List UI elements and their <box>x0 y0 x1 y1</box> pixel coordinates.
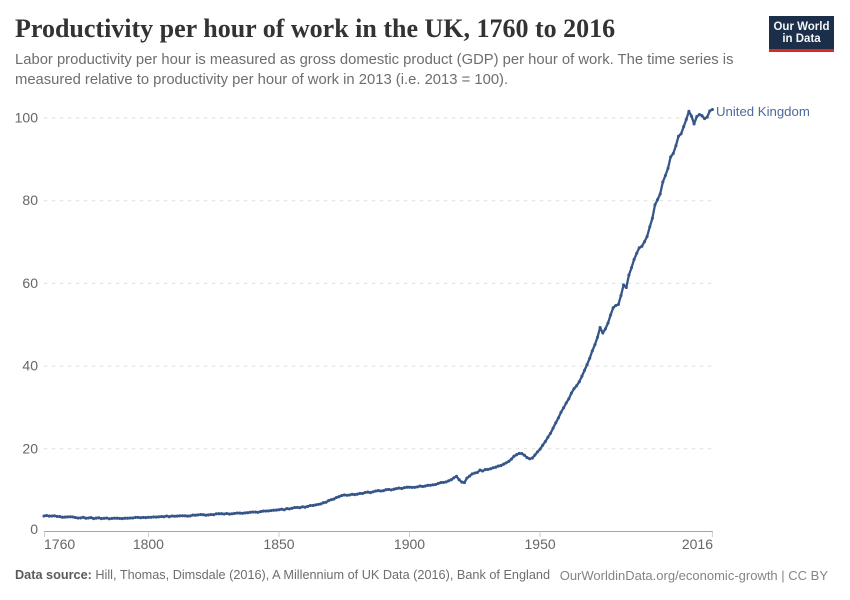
svg-text:1900: 1900 <box>394 536 425 552</box>
svg-text:2016: 2016 <box>682 536 713 552</box>
svg-text:60: 60 <box>22 275 38 291</box>
svg-text:0: 0 <box>30 521 38 537</box>
svg-text:40: 40 <box>22 358 38 374</box>
svg-text:80: 80 <box>22 192 38 208</box>
svg-text:1850: 1850 <box>263 536 294 552</box>
svg-text:1760: 1760 <box>44 536 75 552</box>
svg-text:20: 20 <box>22 440 38 456</box>
svg-text:United Kingdom: United Kingdom <box>716 104 810 119</box>
svg-text:1800: 1800 <box>133 536 164 552</box>
svg-text:100: 100 <box>15 110 39 126</box>
svg-text:1950: 1950 <box>525 536 556 552</box>
